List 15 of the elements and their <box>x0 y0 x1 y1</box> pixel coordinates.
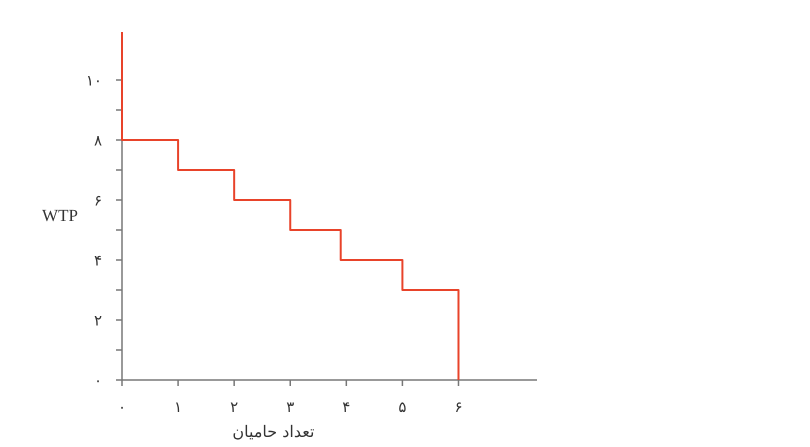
x-tick-label: ۴ <box>342 398 350 416</box>
y-tick-label: ۰ <box>94 371 102 390</box>
x-tick-label: ۰ <box>118 398 126 416</box>
y-tick-label: ۱۰ <box>86 71 102 90</box>
x-axis-title: تعداد حامیان <box>232 422 314 441</box>
x-tick-label: ۵ <box>398 398 406 416</box>
x-tick-label: ۳ <box>286 398 294 416</box>
y-axis-title: WTP <box>42 206 78 225</box>
y-tick-label: ۴ <box>94 251 102 270</box>
y-tick-label: ۸ <box>94 131 102 150</box>
y-tick-label: ۶ <box>94 191 102 210</box>
y-tick-label: ۲ <box>94 311 102 330</box>
x-tick-label: ۶ <box>454 398 463 416</box>
x-tick-label: ۱ <box>174 398 182 416</box>
x-tick-label: ۲ <box>230 398 238 416</box>
